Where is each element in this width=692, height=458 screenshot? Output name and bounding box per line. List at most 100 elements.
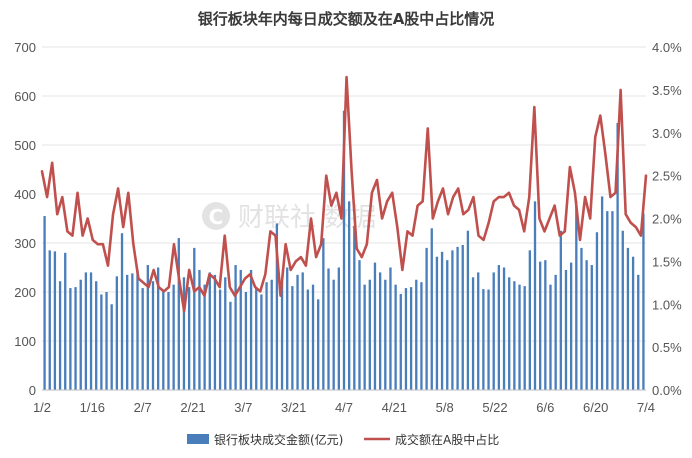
- x-tick-label: 6/6: [536, 400, 554, 415]
- bar: [549, 284, 552, 390]
- bar: [440, 251, 444, 390]
- bar: [182, 277, 186, 390]
- x-tick-label: 6/20: [583, 400, 608, 415]
- bar: [451, 250, 454, 390]
- bar: [585, 260, 588, 390]
- left-y-tick-label: 300: [14, 236, 36, 251]
- bar: [533, 201, 537, 390]
- bar: [317, 299, 320, 390]
- bar: [260, 294, 263, 390]
- bar: [373, 262, 377, 390]
- x-tick-label: 3/21: [281, 400, 306, 415]
- line-series: [40, 75, 648, 313]
- legend-bar-label: 银行板块成交金额(亿元): [214, 432, 343, 447]
- bar: [399, 293, 402, 390]
- bar: [146, 265, 149, 390]
- bar: [120, 233, 124, 390]
- line-series-layer: [40, 75, 648, 313]
- bar: [301, 272, 304, 390]
- bar: [208, 272, 211, 390]
- bar: [203, 284, 206, 390]
- bar: [384, 279, 387, 390]
- bar: [136, 269, 139, 390]
- bar: [151, 281, 155, 390]
- right-y-tick-label: 0.5%: [652, 340, 682, 355]
- bar: [482, 289, 485, 390]
- bar: [332, 279, 335, 390]
- bar: [564, 269, 568, 390]
- bar: [559, 230, 562, 390]
- bar: [177, 238, 180, 390]
- bar: [84, 272, 88, 390]
- bar: [477, 272, 480, 390]
- bar: [508, 277, 511, 390]
- bar: [187, 287, 191, 390]
- bar: [595, 232, 599, 390]
- bar: [110, 304, 113, 390]
- bar: [311, 284, 315, 390]
- bar: [420, 282, 423, 390]
- bar: [539, 261, 542, 390]
- bar: [105, 292, 108, 390]
- bar: [425, 247, 428, 390]
- watermark-logo-letter: C: [209, 205, 224, 229]
- bar: [48, 250, 51, 390]
- bar: [575, 201, 578, 390]
- bar: [89, 272, 93, 390]
- bar: [342, 110, 346, 390]
- bar: [286, 267, 289, 390]
- axes: 0 100 200 300 400 500 600 700 0.0% 0.5% 1.0% 1.5% 2.…: [14, 40, 682, 415]
- right-y-tick-label: 3.0%: [652, 126, 682, 141]
- bar: [224, 277, 227, 390]
- bar-series: [43, 110, 645, 390]
- bar: [642, 213, 645, 390]
- bar: [193, 247, 196, 390]
- bar: [265, 282, 268, 390]
- bar: [389, 267, 392, 390]
- x-tick-label: 3/7: [234, 400, 252, 415]
- bar: [115, 276, 119, 390]
- bar: [100, 294, 103, 390]
- x-tick-label: 5/8: [436, 400, 454, 415]
- watermark-logo-icon: [202, 202, 230, 230]
- bar: [606, 211, 609, 390]
- bar: [43, 216, 46, 390]
- right-y-tick-label: 2.0%: [652, 212, 682, 227]
- bar: [580, 247, 583, 390]
- bar: [213, 274, 217, 390]
- bar: [461, 244, 464, 390]
- bar: [637, 274, 640, 390]
- bar: [95, 281, 98, 390]
- legend-line-label: 成交额在A股中占比: [395, 432, 499, 447]
- bar: [322, 238, 325, 390]
- bar: [337, 267, 340, 390]
- bar: [502, 267, 506, 390]
- bar: [466, 230, 470, 390]
- left-y-tick-label: 100: [14, 334, 36, 349]
- right-y-tick-label: 1.5%: [652, 254, 682, 269]
- bar: [394, 284, 397, 390]
- bar: [358, 260, 361, 390]
- bar: [74, 287, 77, 390]
- bar: [528, 250, 531, 390]
- bar: [409, 287, 413, 390]
- bar: [621, 230, 624, 390]
- chart-title: 银行板块年内每日成交额及在A股中占比情况: [198, 10, 495, 28]
- bar: [255, 287, 258, 390]
- bar: [141, 288, 144, 390]
- bar: [487, 289, 490, 390]
- bar: [64, 252, 67, 390]
- bar: [368, 279, 371, 390]
- bar: [239, 269, 242, 390]
- x-tick-label: 4/21: [382, 400, 407, 415]
- x-tick-label: 1/2: [33, 400, 51, 415]
- bar: [590, 265, 593, 390]
- bar: [198, 269, 201, 390]
- bar: [244, 292, 248, 390]
- x-tick-label: 1/16: [80, 400, 105, 415]
- bar: [626, 247, 630, 390]
- bar: [229, 301, 232, 390]
- bar: [126, 274, 129, 390]
